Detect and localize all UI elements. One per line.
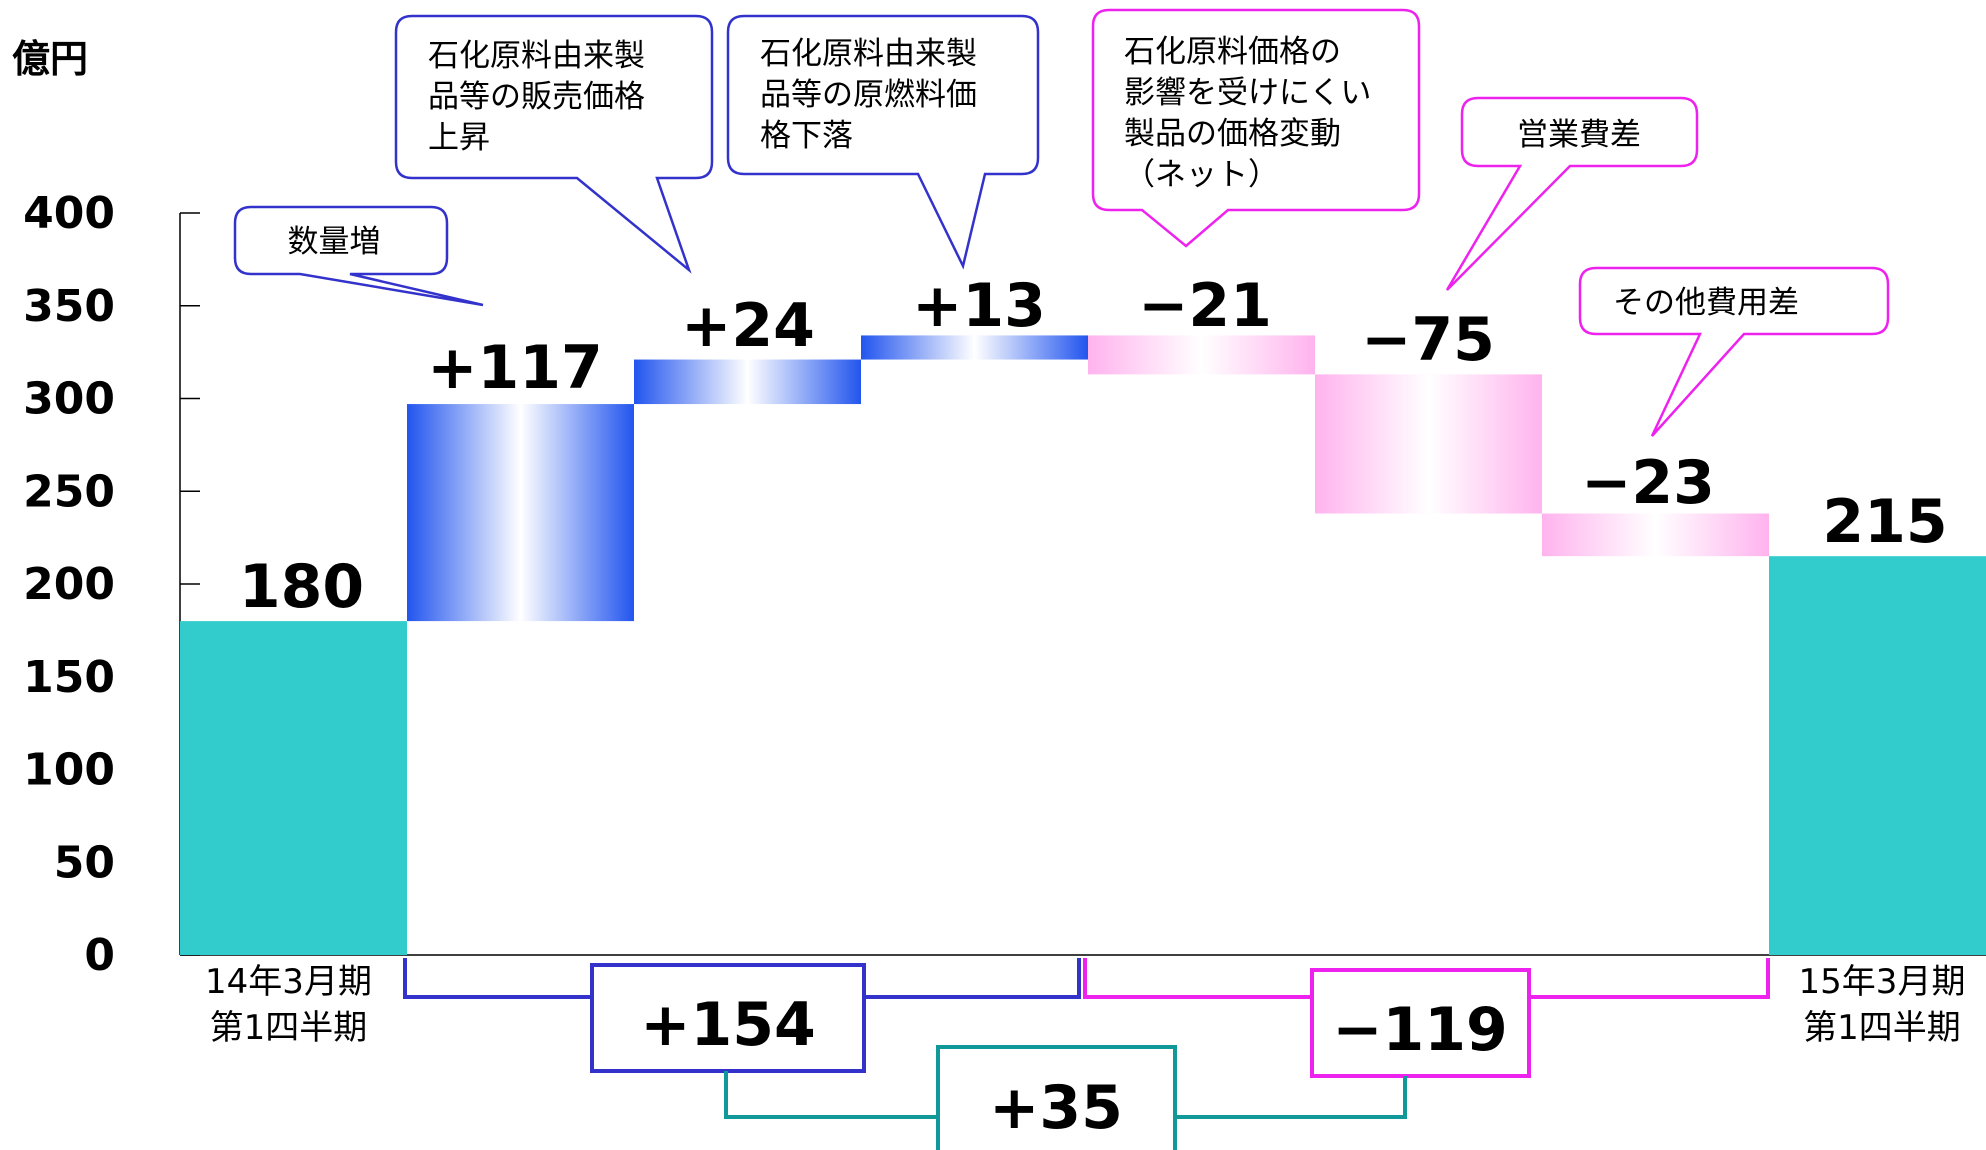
end-bar — [1769, 556, 1986, 955]
y-axis-unit: 億円 — [12, 37, 88, 81]
step-value-label: +13 — [912, 271, 1046, 341]
x-category-start-line1: 14年3月期 — [205, 962, 372, 1002]
step-bar — [1088, 335, 1315, 375]
x-category-end-line2: 第1四半期 — [1803, 1008, 1961, 1048]
callout-text: 製品の価格変動 — [1124, 116, 1341, 152]
callout-text: 数量増 — [288, 224, 381, 260]
y-tick-label: 200 — [23, 559, 115, 610]
step-bar — [1315, 374, 1542, 514]
callout-text: その他費用差 — [1613, 285, 1799, 321]
start-bar — [180, 621, 407, 955]
step-bar — [861, 335, 1088, 360]
y-tick-label: 400 — [23, 188, 115, 239]
callout-bubble — [1445, 96, 1699, 291]
step-value-label: +117 — [427, 333, 603, 403]
step-value-label: −75 — [1361, 305, 1495, 375]
callout-bubble — [233, 205, 484, 307]
callout-bubble — [394, 14, 714, 274]
net-total-box — [936, 1045, 1177, 1150]
callout-text: 品等の原燃料価 — [760, 77, 977, 113]
step-bar — [407, 404, 634, 622]
callout-bubble — [726, 14, 1040, 270]
x-category-start-line2: 第1四半期 — [210, 1008, 368, 1048]
y-tick-label: 50 — [54, 837, 115, 888]
net-bracket-left — [724, 1071, 938, 1119]
net-total-label: +35 — [989, 1073, 1123, 1143]
y-tick-label: 350 — [23, 281, 115, 332]
callout-bubble — [1578, 266, 1890, 437]
positive-bracket-left — [403, 958, 592, 999]
y-tick-label: 250 — [23, 466, 115, 517]
x-category-end-line1: 15年3月期 — [1799, 962, 1966, 1002]
callout-text: 石化原料由来製 — [760, 36, 977, 72]
callout-text: （ネット） — [1124, 157, 1279, 193]
callout-text: 営業費差 — [1517, 117, 1641, 153]
callout-text: 品等の販売価格 — [428, 79, 645, 115]
y-tick-label: 150 — [23, 652, 115, 703]
callout-bubble — [1091, 8, 1421, 248]
negative-bracket-left — [1083, 958, 1312, 999]
callout-text: 石化原料由来製 — [428, 38, 645, 74]
start-value-label: 180 — [239, 552, 364, 622]
y-tick-label: 0 — [84, 930, 115, 981]
negative-total-label: −119 — [1332, 995, 1508, 1065]
step-value-label: +24 — [681, 291, 815, 361]
positive-total-box — [590, 963, 866, 1073]
step-value-label: −23 — [1581, 448, 1715, 518]
callout-text: 上昇 — [428, 120, 490, 156]
end-value-label: 215 — [1822, 487, 1947, 557]
net-bracket-right — [1175, 1076, 1407, 1119]
positive-total-label: +154 — [640, 990, 816, 1060]
negative-total-box — [1310, 968, 1531, 1078]
step-bar — [1542, 513, 1769, 557]
y-tick-label: 300 — [23, 374, 115, 425]
negative-bracket-right — [1529, 958, 1770, 999]
callout-text: 影響を受けにくい — [1124, 75, 1371, 111]
step-bar — [634, 359, 861, 405]
callout-text: 石化原料価格の — [1124, 34, 1341, 70]
step-value-label: −21 — [1138, 271, 1272, 341]
callout-text: 格下落 — [760, 118, 853, 154]
y-tick-label: 100 — [23, 745, 115, 796]
positive-bracket-right — [864, 958, 1081, 999]
